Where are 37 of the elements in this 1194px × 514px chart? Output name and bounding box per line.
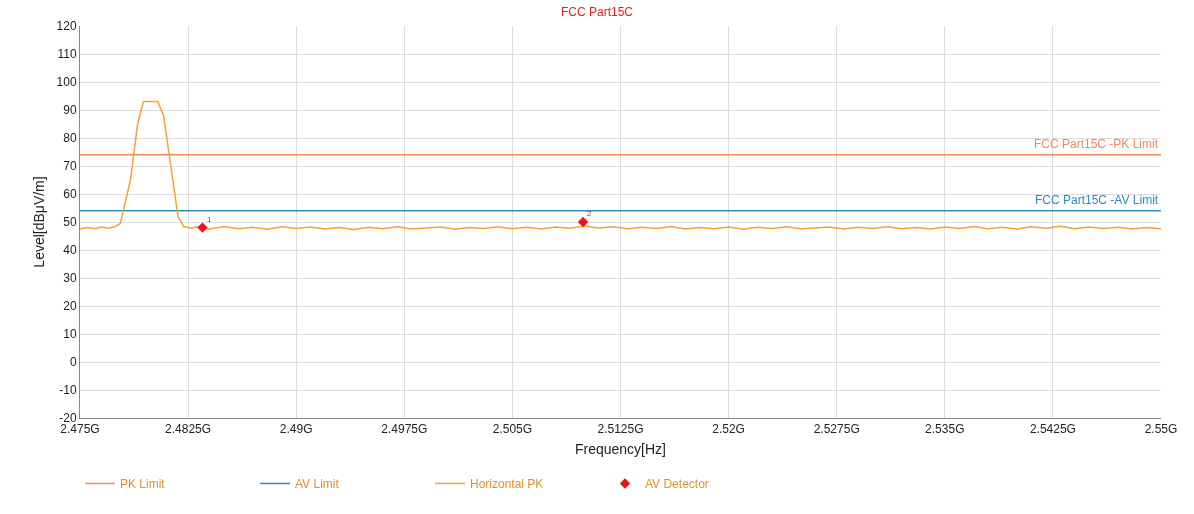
y-tick-label: 70	[63, 159, 77, 174]
y-tick-label: 20	[63, 299, 77, 314]
annotation: 2	[587, 209, 592, 218]
x-tick-label: 2.49G	[279, 422, 313, 437]
annotation: 1	[207, 215, 212, 224]
legend-label: Horizontal PK	[470, 477, 544, 492]
y-tick-label: 120	[56, 19, 77, 34]
y-tick-label: -10	[59, 383, 77, 398]
y-tick-label: 60	[63, 187, 77, 202]
y-axis-title: Level[dBμV/m]	[31, 176, 48, 268]
annotation: FCC Part15C -AV Limit	[1035, 193, 1159, 207]
x-tick-label: 2.4975G	[381, 422, 428, 437]
y-tick-label: 10	[63, 327, 77, 342]
x-tick-label: 2.505G	[492, 422, 533, 437]
x-axis-title: Frequency[Hz]	[574, 440, 667, 457]
x-tick-label: 2.5425G	[1029, 422, 1076, 437]
y-tick-label: 110	[57, 47, 77, 62]
y-tick-label: 90	[63, 103, 77, 118]
legend-label: AV Detector	[645, 477, 709, 492]
legend-label: AV Limit	[295, 477, 340, 492]
x-tick-label: 2.535G	[925, 422, 965, 437]
y-tick-label: 80	[63, 131, 77, 146]
line-series	[80, 100, 1161, 231]
chart-title: FCC Part15C	[560, 5, 634, 20]
y-tick-label: 30	[63, 271, 77, 286]
x-tick-label: 2.4825G	[165, 422, 212, 437]
x-tick-label: 2.52G	[712, 422, 745, 437]
y-tick-label: 0	[69, 355, 77, 370]
x-tick-label: 2.55G	[1144, 422, 1178, 437]
x-tick-label: 2.475G	[60, 422, 100, 437]
y-tick-label: 100	[56, 75, 77, 90]
y-tick-label: 50	[63, 215, 77, 230]
annotation: FCC Part15C -PK Limit	[1034, 137, 1159, 151]
x-tick-label: 2.5275G	[813, 422, 860, 437]
y-tick-label: 40	[63, 243, 77, 258]
x-tick-label: 2.5125G	[597, 422, 644, 437]
legend-label: PK Limit	[120, 477, 166, 492]
